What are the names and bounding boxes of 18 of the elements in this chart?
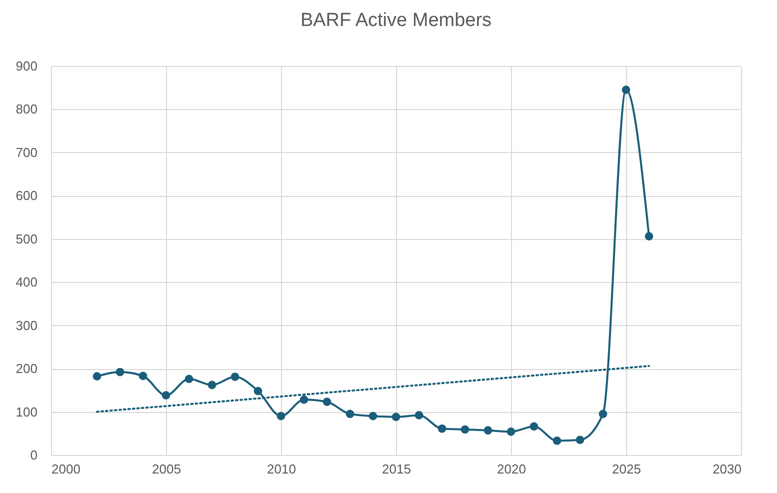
y-tick-label: 600 xyxy=(16,188,38,204)
x-tick-label: 2005 xyxy=(152,462,181,476)
x-tick-label: 2025 xyxy=(612,462,641,476)
y-tick-label: 500 xyxy=(16,231,38,246)
y-tick-label: 100 xyxy=(16,404,38,420)
x-tick-label: 2010 xyxy=(267,462,296,476)
x-tick-label: 2020 xyxy=(497,462,526,476)
y-tick-label: 800 xyxy=(16,102,38,117)
y-tick-label: 200 xyxy=(16,361,38,376)
x-tick-label: 2030 xyxy=(712,462,742,476)
x-tick-label: 2015 xyxy=(382,462,411,476)
x-tick-label: 2000 xyxy=(52,462,80,476)
y-tick-label: 0 xyxy=(30,448,38,462)
y-tick-label: 300 xyxy=(16,318,38,333)
chart-title: BARF Active Members xyxy=(300,10,492,31)
y-tick-label: 700 xyxy=(16,144,38,160)
y-tick-label: 400 xyxy=(16,274,38,290)
y-tick-label: 900 xyxy=(16,58,38,74)
